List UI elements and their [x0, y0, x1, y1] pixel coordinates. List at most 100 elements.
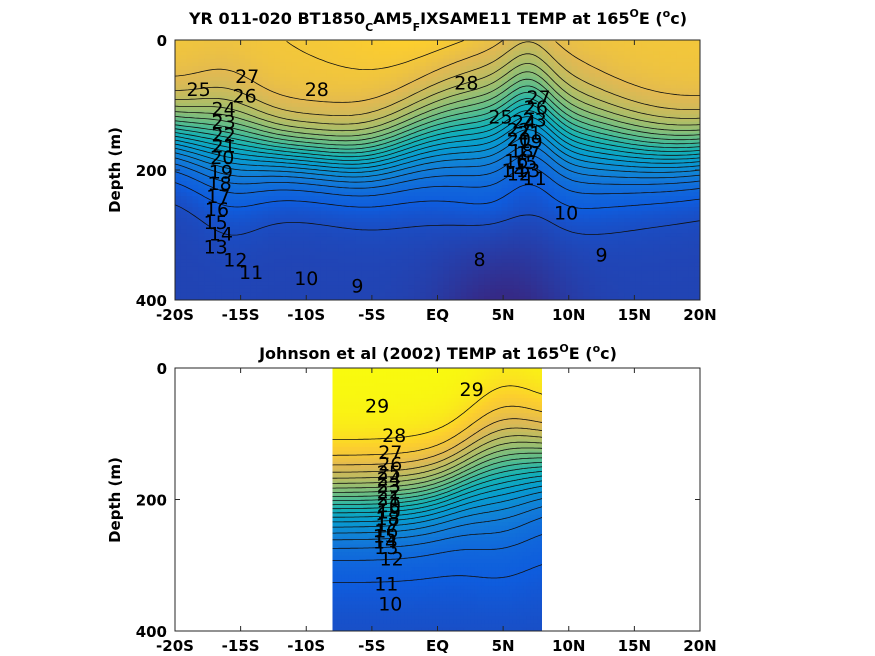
field-cell — [373, 80, 380, 86]
field-cell — [186, 140, 194, 145]
field-cell — [198, 118, 205, 123]
field-cell — [530, 66, 538, 71]
field-cell — [250, 73, 258, 78]
field-cell — [221, 43, 229, 49]
field-cell — [414, 51, 421, 56]
field-cell — [402, 233, 409, 238]
field-cell — [309, 207, 316, 212]
field-cell — [554, 240, 561, 245]
field-cell — [320, 95, 328, 101]
field-cell — [554, 292, 561, 297]
field-cell — [577, 192, 584, 197]
field-cell — [373, 51, 380, 56]
field-cell — [385, 162, 392, 167]
field-cell — [554, 147, 561, 153]
field-cell — [513, 103, 520, 108]
field-cell — [530, 47, 538, 52]
field-cell — [256, 222, 264, 227]
field-cell — [554, 181, 561, 186]
field-cell — [385, 73, 392, 78]
field-cell — [373, 214, 380, 219]
field-cell — [274, 47, 281, 52]
field-cell — [291, 225, 299, 231]
field-cell — [577, 54, 584, 60]
field-cell — [565, 274, 573, 279]
field-cell — [338, 84, 345, 89]
field-cell — [256, 106, 264, 112]
field-cell — [565, 248, 573, 253]
field-cell — [262, 58, 269, 63]
field-cell — [501, 151, 509, 156]
field-cell — [210, 225, 217, 231]
field-cell — [350, 270, 357, 275]
field-cell — [326, 233, 334, 238]
field-cell — [414, 40, 421, 45]
field-cell — [367, 292, 374, 297]
field-cell — [385, 240, 392, 245]
field-cell — [186, 58, 194, 63]
field-cell — [338, 181, 345, 186]
field-cell — [402, 229, 409, 234]
field-cell — [565, 233, 573, 238]
field-cell — [554, 207, 561, 212]
field-cell — [215, 170, 223, 175]
field-cell — [192, 207, 199, 212]
field-cell — [309, 188, 316, 193]
field-cell — [332, 88, 339, 93]
field-cell — [250, 92, 258, 97]
field-cell — [274, 218, 281, 223]
field-cell — [332, 54, 339, 60]
field-cell — [478, 147, 485, 153]
field-cell — [250, 274, 258, 279]
field-cell — [344, 240, 351, 245]
field-cell — [367, 73, 374, 78]
field-cell — [385, 188, 392, 193]
field-cell — [379, 214, 386, 219]
field-cell — [583, 106, 590, 112]
field-cell — [571, 66, 579, 71]
field-cell — [425, 207, 433, 212]
field-cell — [571, 285, 579, 290]
field-cell — [542, 125, 549, 130]
field-cell — [309, 147, 316, 153]
field-cell — [525, 218, 532, 223]
field-cell — [192, 77, 199, 82]
field-cell — [344, 184, 351, 190]
field-cell — [373, 118, 380, 123]
field-cell — [256, 292, 264, 297]
field-cell — [215, 77, 223, 82]
field-cell — [437, 236, 444, 242]
field-cell — [338, 88, 345, 93]
field-cell — [268, 292, 275, 297]
field-cell — [210, 80, 217, 86]
field-cell — [315, 54, 322, 60]
field-cell — [320, 92, 328, 97]
field-cell — [361, 281, 369, 286]
field-cell — [431, 184, 439, 190]
field-cell — [548, 125, 555, 130]
field-cell — [326, 166, 334, 171]
field-cell — [256, 129, 264, 134]
field-cell — [437, 296, 444, 300]
field-cell — [344, 248, 351, 253]
field-cell — [297, 47, 304, 52]
field-cell — [390, 73, 398, 78]
field-cell — [478, 222, 485, 227]
field-cell — [245, 121, 252, 127]
field-cell — [495, 114, 503, 119]
field-cell — [449, 62, 456, 67]
field-cell — [385, 151, 392, 156]
field-cell — [449, 229, 456, 234]
field-cell — [460, 88, 468, 93]
field-cell — [204, 95, 211, 101]
field-cell — [490, 136, 497, 141]
field-cell — [460, 80, 468, 86]
field-cell — [425, 251, 433, 257]
field-cell — [285, 95, 293, 101]
field-cell — [198, 162, 205, 167]
field-cell — [408, 58, 415, 63]
field-cell — [309, 236, 316, 242]
field-cell — [227, 270, 234, 275]
field-cell — [455, 95, 462, 101]
field-cell — [425, 118, 433, 123]
